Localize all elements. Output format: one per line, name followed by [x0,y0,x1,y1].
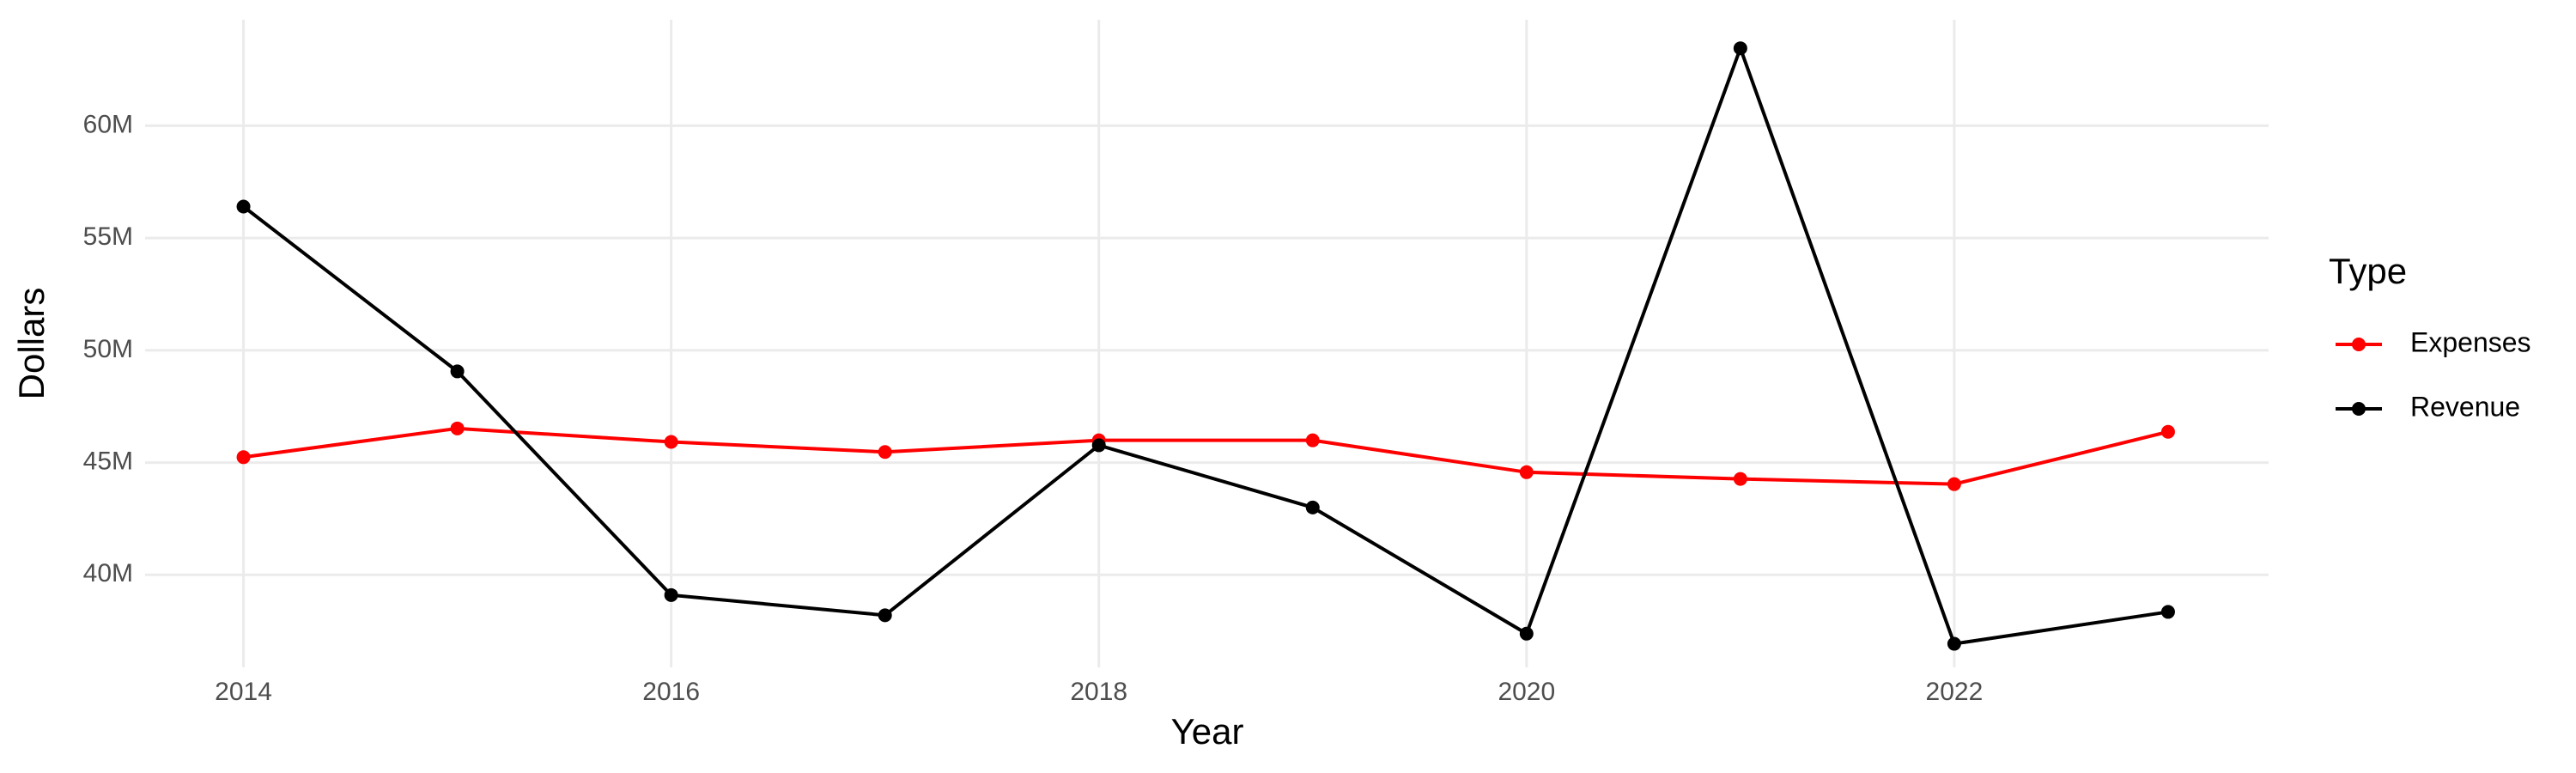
x-tick-label: 2020 [1498,678,1555,706]
data-point [2160,605,2175,619]
data-point [1733,41,1747,56]
x-axis-title: Year [1171,711,1244,752]
y-tick-label: 60M [83,110,133,138]
y-tick-label: 50M [83,335,133,363]
data-point [2160,424,2175,439]
data-point [1947,477,1961,491]
data-point [450,364,465,379]
data-point [878,608,892,623]
data-point [1305,500,1320,514]
y-tick-label: 45M [83,447,133,475]
data-point [1733,472,1747,486]
legend-label: Expenses [2410,326,2531,357]
data-point [1519,465,1534,479]
x-tick-label: 2022 [1926,678,1984,706]
data-point [878,445,892,460]
x-tick-label: 2016 [642,678,700,706]
data-point [1947,636,1961,651]
data-point [664,435,678,449]
data-point [1305,433,1320,447]
data-point [236,450,251,465]
data-point [664,587,678,602]
series-line [243,426,2169,486]
y-tick-label: 55M [83,222,133,251]
series-line [242,43,2169,646]
data-point [1519,626,1534,641]
legend-key-point [2352,402,2366,416]
y-axis-title: Dollars [11,288,52,400]
data-point [236,199,251,214]
x-tick-label: 2018 [1070,678,1127,706]
legend-key-point [2352,338,2366,351]
x-tick-label: 2014 [215,678,272,706]
y-tick-label: 40M [83,559,133,587]
legend-title: Type [2329,251,2407,291]
data-point [450,421,465,435]
legend-label: Revenue [2410,391,2520,422]
data-point [1091,438,1106,453]
